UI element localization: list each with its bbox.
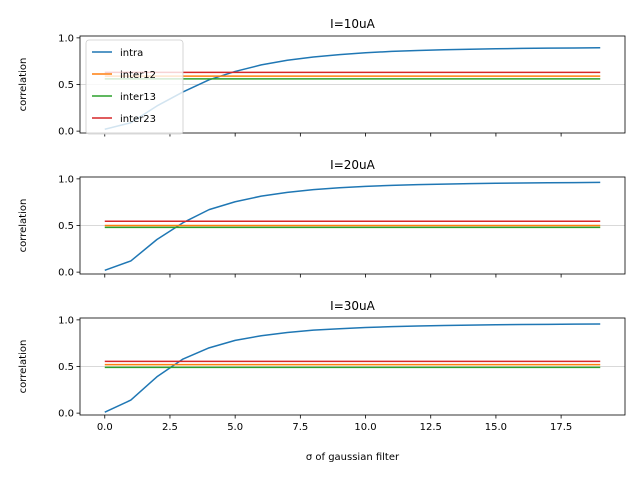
panel-3-title: I=30uA bbox=[330, 299, 375, 313]
panel-3-ytick-label: 0.5 bbox=[58, 362, 74, 373]
panel-1-series-line-intra bbox=[104, 47, 601, 130]
panel-3-xtick-label: 10.0 bbox=[354, 422, 376, 433]
panel-1-ytick-label: 1.0 bbox=[58, 33, 74, 44]
panel-2-ytick-label: 1.0 bbox=[58, 174, 74, 185]
panel-3-ytick-label: 1.0 bbox=[58, 315, 74, 326]
panel-3-xtick-label: 5.0 bbox=[227, 422, 243, 433]
panel-3-series-line-series-1 bbox=[104, 323, 601, 413]
panel-2-ytick-label: 0.0 bbox=[58, 268, 74, 279]
panel-3-xtick-label: 2.5 bbox=[162, 422, 178, 433]
panel-3-xtick-label: 15.0 bbox=[485, 422, 507, 433]
panel-2-series-line-series-1 bbox=[104, 181, 601, 271]
panel-1-ytick-label: 0.5 bbox=[58, 80, 74, 91]
panel-3-xlabel: σ of gaussian filter bbox=[306, 452, 400, 463]
panel-2-title: I=20uA bbox=[330, 158, 375, 172]
panel-3-ylabel: correlation bbox=[18, 340, 29, 394]
panel-2-ylabel: correlation bbox=[18, 199, 29, 253]
panel-1-ytick-label: 0.0 bbox=[58, 127, 74, 138]
panel-3-xtick-label: 0.0 bbox=[97, 422, 113, 433]
panel-1-ylabel: correlation bbox=[18, 58, 29, 112]
panel-1-legend-label-inter23: inter23 bbox=[120, 114, 156, 125]
panel-1-legend-label-inter12: inter12 bbox=[120, 70, 156, 81]
panel-1-legend-box bbox=[85, 39, 184, 135]
panel-3-xtick-label: 17.5 bbox=[550, 422, 572, 433]
panel-3-ytick-label: 0.0 bbox=[58, 409, 74, 420]
panel-2-ytick-label: 0.5 bbox=[58, 221, 74, 232]
panel-1-legend-label-intra: intra bbox=[120, 48, 143, 59]
panel-3-xtick-label: 7.5 bbox=[292, 422, 308, 433]
panel-3-xtick-label: 12.5 bbox=[420, 422, 442, 433]
panel-1-title: I=10uA bbox=[330, 17, 375, 31]
panel-1-legend-label-inter13: inter13 bbox=[120, 92, 156, 103]
